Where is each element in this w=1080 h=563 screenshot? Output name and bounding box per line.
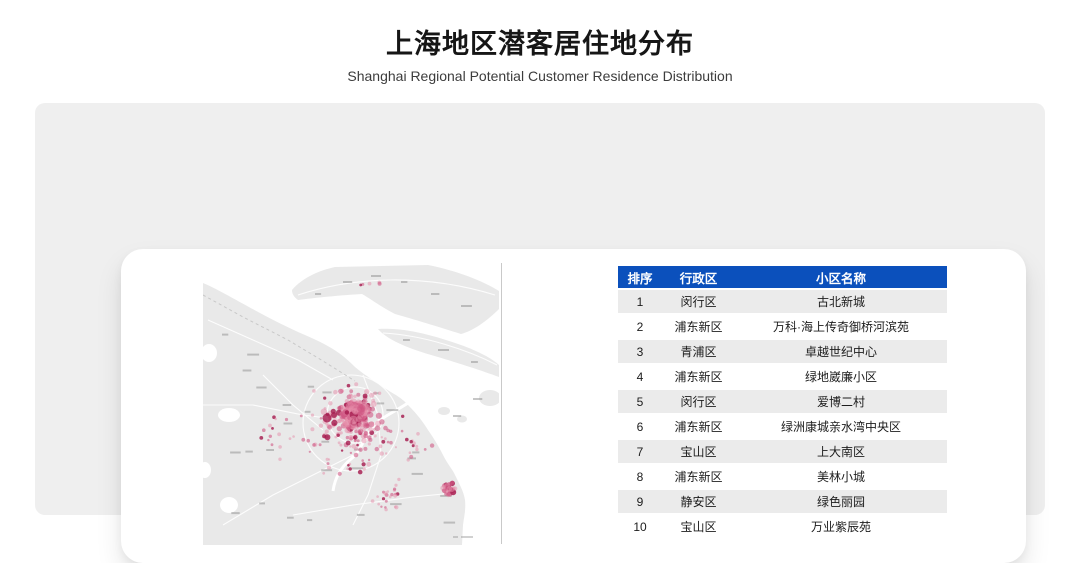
map-svg [203, 265, 499, 545]
rank-cell: 2 [636, 319, 644, 334]
community-cell: 绿色丽园 [735, 490, 947, 513]
rank-cell: 3 [618, 340, 662, 363]
district-cell: 静安区 [662, 490, 735, 513]
rank-cell: 9 [618, 490, 662, 513]
island-shape-5 [479, 390, 499, 406]
community-cell: 美林小城 [816, 470, 865, 484]
community-cell: 古北新城 [735, 290, 947, 313]
background-panel: 排序 行政区 小区名称 1 闵行区 古北新城 2 浦东新区 万科·海上传奇御桥河滨苑 3 青浦… [35, 103, 1045, 563]
ranking-table-wrap: 排序 行政区 小区名称 1 闵行区 古北新城 2 浦东新区 万科·海上传奇御桥河滨苑 3 青浦… [618, 264, 947, 540]
map-lakes-layer [203, 344, 240, 513]
table-body: 1 闵行区 古北新城 2 浦东新区 万科·海上传奇御桥河滨苑 3 青浦区 卓越世纪中心 4 浦东新区… [618, 290, 947, 538]
page-title: 上海地区潜客居住地分布 [386, 29, 694, 59]
district-cell: 宝山区 [662, 440, 735, 463]
district-cell: 闵行区 [662, 290, 735, 313]
community-cell: 爱博二村 [735, 390, 947, 413]
table-row: 6 浦东新区 绿洲康城亲水湾中央区 [618, 415, 947, 438]
island-shape-3 [438, 407, 450, 415]
map-attribution-mark [453, 536, 473, 538]
table-row: 4 浦东新区 绿地崴廉小区 [618, 365, 947, 388]
rank-cell: 10 [633, 519, 647, 534]
community-cell: 卓越世纪中心 [735, 340, 947, 363]
district-cell: 浦东新区 [674, 370, 723, 384]
rank-cell: 4 [636, 369, 644, 384]
table-row: 9 静安区 绿色丽园 [618, 490, 947, 513]
table-row: 3 青浦区 卓越世纪中心 [618, 340, 947, 363]
ranking-table: 排序 行政区 小区名称 1 闵行区 古北新城 2 浦东新区 万科·海上传奇御桥河滨苑 3 青浦… [618, 264, 947, 540]
community-cell: 万科·海上传奇御桥河滨苑 [773, 320, 909, 334]
table-row: 10 宝山区 万业紫辰苑 [618, 515, 947, 538]
rank-cell: 8 [636, 469, 644, 484]
community-cell: 上大南区 [735, 440, 947, 463]
table-row: 1 闵行区 古北新城 [618, 290, 947, 313]
district-cell: 浦东新区 [674, 320, 723, 334]
rank-cell: 6 [636, 419, 644, 434]
district-cell: 宝山区 [680, 520, 717, 534]
island-shape-4 [457, 415, 467, 423]
table-row: 8 浦东新区 美林小城 [618, 465, 947, 488]
page-subtitle: Shanghai Regional Potential Customer Res… [347, 68, 733, 84]
table-row: 5 闵行区 爱博二村 [618, 390, 947, 413]
community-cell: 绿洲康城亲水湾中央区 [780, 420, 901, 434]
title-block: 上海地区潜客居住地分布 Shanghai Regional Potential … [0, 22, 1080, 84]
customer-dots-layer [259, 280, 458, 512]
table-header-row: 排序 行政区 小区名称 [618, 266, 947, 288]
shanghai-dot-density-map [203, 265, 499, 545]
rank-cell: 1 [618, 290, 662, 313]
district-cell: 青浦区 [662, 340, 735, 363]
rank-cell: 5 [618, 390, 662, 413]
table-row: 2 浦东新区 万科·海上传奇御桥河滨苑 [618, 315, 947, 338]
col-header-district: 行政区 [662, 266, 735, 288]
rank-cell: 7 [618, 440, 662, 463]
map-place-labels-layer [222, 275, 483, 524]
community-cell: 绿地崴廉小区 [804, 370, 877, 384]
table-row: 7 宝山区 上大南区 [618, 440, 947, 463]
vertical-divider [501, 263, 502, 544]
col-header-rank: 排序 [618, 266, 662, 288]
content-card: 排序 行政区 小区名称 1 闵行区 古北新城 2 浦东新区 万科·海上传奇御桥河滨苑 3 青浦… [121, 249, 1026, 563]
community-cell: 万业紫辰苑 [810, 520, 871, 534]
district-cell: 浦东新区 [674, 470, 723, 484]
col-header-community: 小区名称 [735, 266, 947, 288]
district-cell: 浦东新区 [674, 420, 723, 434]
railway-line [203, 294, 356, 382]
district-cell: 闵行区 [662, 390, 735, 413]
